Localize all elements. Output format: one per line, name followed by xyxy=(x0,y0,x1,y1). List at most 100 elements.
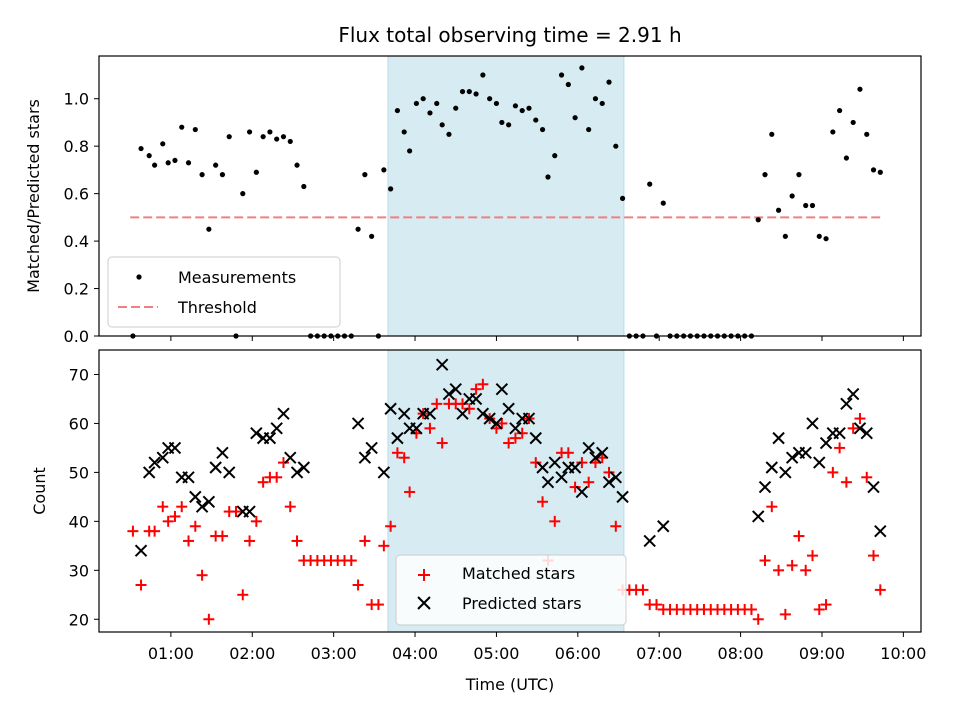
x-axis-label: Time (UTC) xyxy=(465,675,554,694)
predicted-point-52 xyxy=(548,456,561,469)
measurement-point-72 xyxy=(613,143,619,149)
measurement-point-42 xyxy=(413,100,420,107)
predicted-point-60 xyxy=(602,475,616,489)
measurement-point-21 xyxy=(274,136,280,142)
predicted-point-22 xyxy=(290,466,304,479)
matched-point-61 xyxy=(537,496,549,508)
matched-point-8 xyxy=(183,535,195,547)
predicted-point-45 xyxy=(502,402,515,415)
predicted-point-69 xyxy=(779,466,792,479)
measurement-point-111 xyxy=(877,169,883,175)
matched-point-15 xyxy=(230,506,242,518)
measurement-point-19 xyxy=(260,134,266,140)
predicted-point-23 xyxy=(297,461,311,474)
matched-point-49 xyxy=(457,398,469,410)
matched-point-66 xyxy=(569,481,581,493)
predicted-point-28 xyxy=(384,402,397,415)
measurement-point-57 xyxy=(512,103,519,109)
bottom-predicted-points xyxy=(134,358,887,557)
predicted-point-40 xyxy=(469,392,483,406)
matched-point-1 xyxy=(135,579,147,591)
measurement-point-66 xyxy=(572,115,578,121)
matched-point-109 xyxy=(861,471,873,483)
measurement-point-35 xyxy=(369,233,375,239)
predicted-point-75 xyxy=(819,436,833,450)
matched-point-6 xyxy=(169,510,181,522)
top-legend-box xyxy=(107,256,341,328)
matched-point-68 xyxy=(583,476,595,488)
bottom-ytick-label-1: 30 xyxy=(69,561,89,580)
measurement-point-101 xyxy=(809,202,816,209)
predicted-point-79 xyxy=(846,387,860,401)
matched-point-110 xyxy=(868,550,880,562)
matched-point-4 xyxy=(157,501,169,513)
legend-measurements-label: Measurements xyxy=(178,268,296,287)
measurement-point-54 xyxy=(493,100,500,107)
predicted-point-2 xyxy=(148,456,161,469)
matched-point-97 xyxy=(779,608,791,620)
measurement-point-43 xyxy=(420,96,426,102)
matched-point-44 xyxy=(424,422,436,434)
measurement-point-10 xyxy=(199,172,205,178)
predicted-point-49 xyxy=(529,431,542,445)
predicted-point-20 xyxy=(277,407,290,420)
predicted-point-0 xyxy=(134,544,148,557)
top-x-ticks xyxy=(170,336,904,341)
measurement-point-6 xyxy=(172,157,178,164)
predicted-point-36 xyxy=(442,387,456,401)
measurement-point-33 xyxy=(355,226,361,232)
xtick-label-6: 07:00 xyxy=(636,644,682,663)
bottom-y-axis: 20 30 40 50 60 70 xyxy=(69,365,99,629)
predicted-point-8 xyxy=(189,490,202,504)
predicted-point-5 xyxy=(168,441,182,455)
matched-point-40 xyxy=(398,452,410,464)
measurement-point-97 xyxy=(782,233,788,239)
predicted-point-9 xyxy=(195,500,209,513)
xtick-label-3: 04:00 xyxy=(392,644,438,663)
top-ytick-label-3: 0.6 xyxy=(64,185,89,204)
matched-point-34 xyxy=(359,535,371,547)
bottom-ytick-label-5: 70 xyxy=(69,365,89,384)
matched-point-107 xyxy=(847,422,859,434)
matched-point-55 xyxy=(496,417,508,429)
predicted-point-62 xyxy=(616,490,629,504)
predicted-point-1 xyxy=(142,466,156,479)
predicted-point-72 xyxy=(799,446,812,460)
top-ytick-label-4: 0.8 xyxy=(64,137,89,156)
measurement-point-104 xyxy=(830,129,836,135)
top-legend: Measurements Threshold xyxy=(107,256,341,328)
top-panel: 0.0 0.2 0.4 0.6 0.8 1.0 Matched/Predicted sta… xyxy=(24,55,922,346)
predicted-point-77 xyxy=(833,427,846,440)
predicted-point-35 xyxy=(435,358,449,371)
matched-point-72 xyxy=(610,520,622,532)
predicted-point-29 xyxy=(391,431,404,445)
top-ytick-label-0: 0.0 xyxy=(64,327,89,346)
matched-point-7 xyxy=(176,501,188,513)
measurement-point-55 xyxy=(499,119,505,126)
bottom-legend-box xyxy=(395,554,627,626)
matched-point-18 xyxy=(250,515,262,527)
matched-point-38 xyxy=(385,520,397,532)
predicted-point-16 xyxy=(250,427,263,440)
measurement-point-108 xyxy=(857,86,863,92)
predicted-point-70 xyxy=(785,451,799,464)
predicted-point-19 xyxy=(270,422,283,435)
matched-point-94 xyxy=(759,555,771,567)
measurement-point-64 xyxy=(558,72,565,78)
bottom-panel: 01:00 02:00 03:00 04:00 05:00 06:00 07:00 08:00… xyxy=(30,349,926,694)
chart-title: Flux total observing time = 2.91 h xyxy=(338,23,681,47)
predicted-point-42 xyxy=(483,412,496,425)
matched-point-10 xyxy=(196,569,208,581)
matched-point-71 xyxy=(603,466,615,478)
bottom-y-axis-label: Count xyxy=(30,467,49,515)
matched-point-96 xyxy=(773,564,785,576)
measurement-point-49 xyxy=(459,88,466,95)
measurement-point-9 xyxy=(192,126,198,133)
measurement-point-62 xyxy=(545,174,551,180)
xtick-label-7: 08:00 xyxy=(718,644,764,663)
matched-point-39 xyxy=(391,447,403,459)
matched-point-63 xyxy=(549,515,561,527)
xtick-label-2: 03:00 xyxy=(311,644,357,663)
matched-point-76 xyxy=(637,584,649,596)
predicted-point-74 xyxy=(813,456,826,469)
